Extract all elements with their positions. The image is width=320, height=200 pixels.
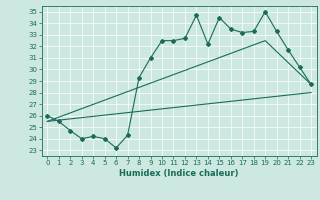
X-axis label: Humidex (Indice chaleur): Humidex (Indice chaleur)	[119, 169, 239, 178]
